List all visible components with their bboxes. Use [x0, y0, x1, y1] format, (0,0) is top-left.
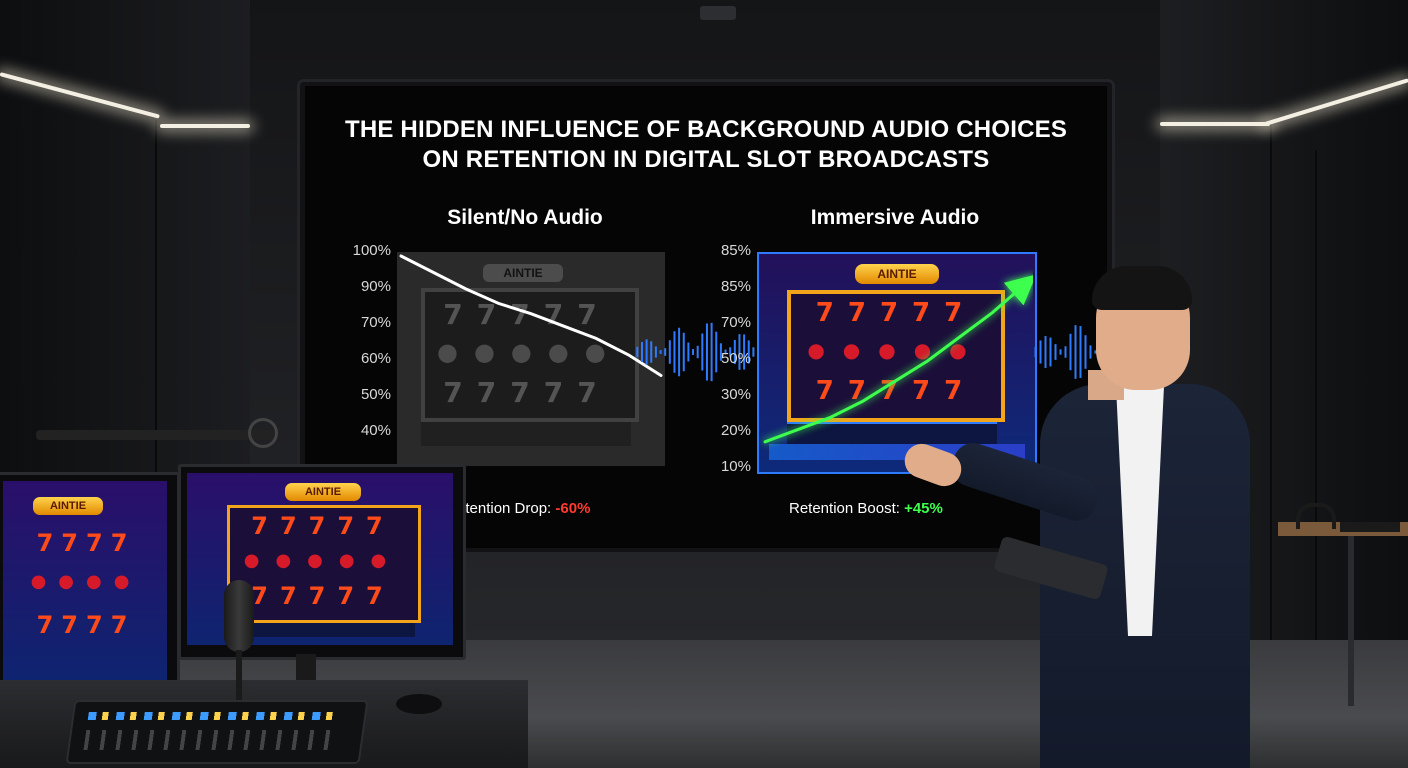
reel-row: 7777 — [36, 529, 136, 557]
presenter-hair — [1092, 266, 1192, 310]
slot-reels: 77777 ●●●●● 77777 — [227, 505, 421, 623]
reel-row: 77777 — [443, 298, 611, 331]
wall-seam — [1270, 120, 1272, 640]
left-monitor: AINTIE 7777 ●●●● 7777 — [0, 472, 180, 696]
left-tick: 60% — [360, 350, 391, 367]
slot-control-panel — [787, 422, 997, 444]
slot-reels: 77777 ●●●●● 77777 — [787, 290, 1005, 422]
silent-retention-chart — [399, 254, 663, 377]
left-tick: 90% — [360, 278, 391, 295]
retention-drop-stat: etention Drop: -60% — [457, 500, 590, 517]
slot-marquee: AINTIE — [285, 483, 361, 501]
immersive-slot-machine-image: AINTIE 77777 ●●●●● 77777 — [757, 252, 1037, 474]
audio-device — [1340, 522, 1400, 532]
retention-boost-label: Retention Boost: — [789, 500, 905, 517]
reel-row: ●●●●● — [437, 338, 622, 366]
right-tick: 85% — [720, 278, 751, 295]
ceiling-projector — [700, 6, 736, 20]
right-tick: 50% — [720, 350, 751, 367]
retention-boost-value: +45% — [904, 500, 943, 517]
right-tick: 85% — [720, 242, 751, 259]
right-monitor-screen: AINTIE 77777 ●●●●● 77777 — [187, 473, 453, 645]
retention-drop-value: -60% — [555, 500, 591, 517]
reel-row: 77777 — [815, 376, 977, 406]
ceiling-light-strip — [160, 124, 250, 128]
immersive-retention-chart — [763, 274, 1033, 444]
presenter — [899, 260, 1280, 768]
slot-marquee: AINTIE — [855, 264, 939, 284]
silent-slot-machine-image: AINTIE 77777 ●●●●● 77777 — [397, 252, 665, 466]
wall-seam — [155, 120, 157, 630]
reel-row: 77777 — [251, 582, 395, 610]
left-tick: 50% — [360, 386, 391, 403]
headphones-icon — [1296, 503, 1336, 529]
reel-row: ●●●● — [30, 571, 142, 592]
immersive-retention-line — [763, 274, 1033, 444]
wall-seam — [1315, 150, 1317, 650]
reel-row: ●●●●● — [243, 550, 403, 571]
right-tick: 10% — [720, 458, 751, 475]
reel-row: 77777 — [815, 298, 977, 328]
mixer-faders — [83, 730, 337, 750]
left-tick: 40% — [360, 422, 391, 439]
left-tick: 70% — [360, 314, 391, 331]
right-tick: 20% — [720, 422, 751, 439]
silent-audio-label: Silent/No Audio — [447, 206, 603, 229]
right-monitor: AINTIE 77777 ●●●●● 77777 — [178, 464, 466, 660]
presentation-title-line-2: ON RETENTION IN DIGITAL SLOT BROADCASTS — [422, 146, 990, 173]
left-monitor-screen: AINTIE 7777 ●●●● 7777 — [3, 481, 167, 681]
immersive-audio-label: Immersive Audio — [810, 206, 980, 229]
mic-boom-arm — [36, 430, 276, 440]
slot-control-panel — [227, 623, 415, 637]
slot-marquee: AINTIE — [483, 264, 563, 282]
silent-retention-line — [399, 254, 663, 377]
mouse-icon — [396, 694, 442, 714]
ceiling-light-strip — [1160, 122, 1270, 126]
waveform-icon — [636, 322, 764, 382]
reel-row: 77777 — [443, 376, 611, 409]
right-tick: 70% — [720, 314, 751, 331]
reel-row: 7777 — [36, 611, 136, 639]
slot-reels: 77777 ●●●●● 77777 — [421, 288, 639, 422]
mic-stand — [236, 650, 242, 710]
retention-boost-stat: Retention Boost: +45% — [789, 500, 943, 517]
audio-mixer — [65, 700, 369, 764]
microphone-icon — [224, 580, 254, 652]
mixer-buttons — [87, 712, 339, 720]
left-tick: 100% — [352, 242, 391, 259]
reel-row: 77777 — [251, 512, 395, 540]
mic-arm-joint — [248, 418, 278, 448]
shelf-leg — [1348, 536, 1354, 706]
presentation-title-line-1: THE HIDDEN INFLUENCE OF BACKGROUND AUDIO… — [344, 116, 1068, 143]
slot-marquee: AINTIE — [33, 497, 103, 515]
retention-drop-label: etention Drop: — [457, 500, 556, 517]
slot-control-panel — [421, 422, 631, 446]
right-tick: 30% — [720, 386, 751, 403]
